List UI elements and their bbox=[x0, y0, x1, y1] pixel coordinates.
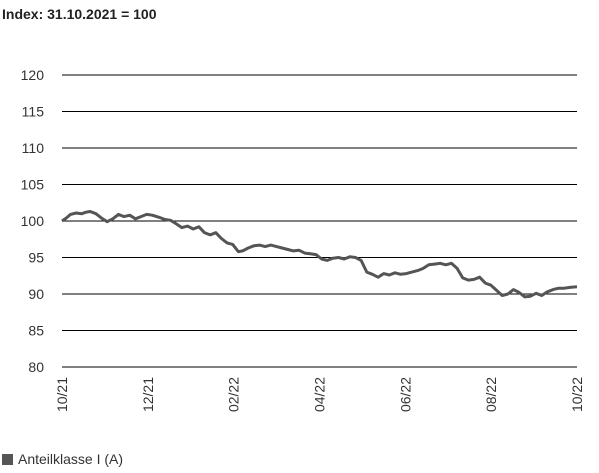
x-tick-label: 10/22 bbox=[569, 377, 585, 412]
y-tick-label: 120 bbox=[21, 67, 45, 83]
x-axis-tick-labels: 10/21 12/21 02/22 04/22 06/22 08/22 10/22 bbox=[54, 377, 585, 412]
x-tick-label: 02/22 bbox=[226, 377, 242, 412]
legend-label: Anteilklasse I (A) bbox=[18, 451, 124, 467]
y-tick-label: 110 bbox=[22, 140, 45, 156]
y-axis-tick-labels: 120 115 110 105 100 95 90 85 80 bbox=[21, 67, 45, 375]
y-tick-label: 105 bbox=[21, 177, 45, 193]
y-tick-label: 90 bbox=[28, 286, 44, 302]
series-lines bbox=[61, 210, 578, 299]
y-tick-label: 85 bbox=[28, 323, 44, 339]
x-tick-label: 12/21 bbox=[140, 377, 156, 412]
chart-title: Index: 31.10.2021 = 100 bbox=[2, 6, 157, 22]
y-tick-label: 80 bbox=[28, 359, 44, 375]
gridlines bbox=[62, 74, 577, 368]
x-tick-label: 04/22 bbox=[312, 377, 328, 412]
x-tick-label: 08/22 bbox=[483, 377, 499, 412]
y-tick-label: 115 bbox=[22, 104, 45, 120]
legend-swatch bbox=[2, 453, 13, 465]
x-tick-label: 06/22 bbox=[397, 377, 413, 412]
x-tick-label: 10/21 bbox=[54, 377, 70, 412]
series-line bbox=[61, 210, 578, 299]
legend: Anteilklasse I (A) bbox=[2, 451, 123, 467]
y-tick-label: 95 bbox=[28, 250, 44, 266]
y-tick-label: 100 bbox=[21, 213, 45, 229]
